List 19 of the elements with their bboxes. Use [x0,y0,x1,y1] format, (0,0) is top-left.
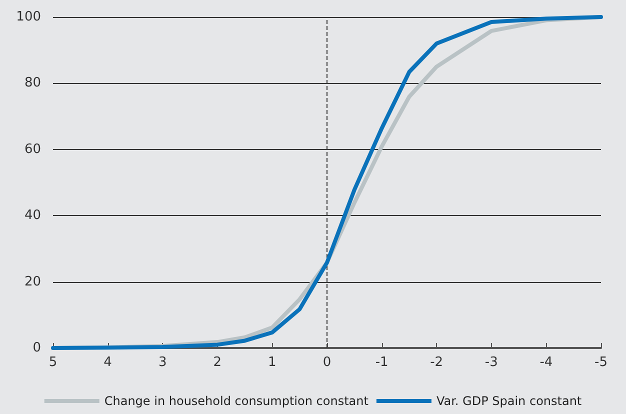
x-tick-label: 1 [268,355,276,370]
y-tick-label: 40 [24,208,41,224]
y-tick-label: 100 [16,10,41,24]
x-tick-label: -2 [430,355,444,370]
x-tick-label: 2 [213,355,222,370]
y-tick-label: 0 [32,340,41,356]
legend-label: Change in household consumption constant [104,394,369,408]
x-tick-label: -3 [484,355,498,370]
x-tick-label: 4 [104,355,112,370]
y-tick-label: 20 [24,274,41,290]
y-tick-label: 80 [24,76,41,91]
y-tick-label: 60 [24,142,41,157]
x-tick-label: -5 [594,355,608,370]
legend-label: Var. GDP Spain constant [436,394,582,408]
x-tick-label: 5 [48,355,58,370]
x-tick-label: 3 [158,355,167,370]
x-tick-label: -4 [540,355,553,370]
x-tick-label: 0 [322,355,332,370]
x-tick-label: -1 [375,355,388,370]
